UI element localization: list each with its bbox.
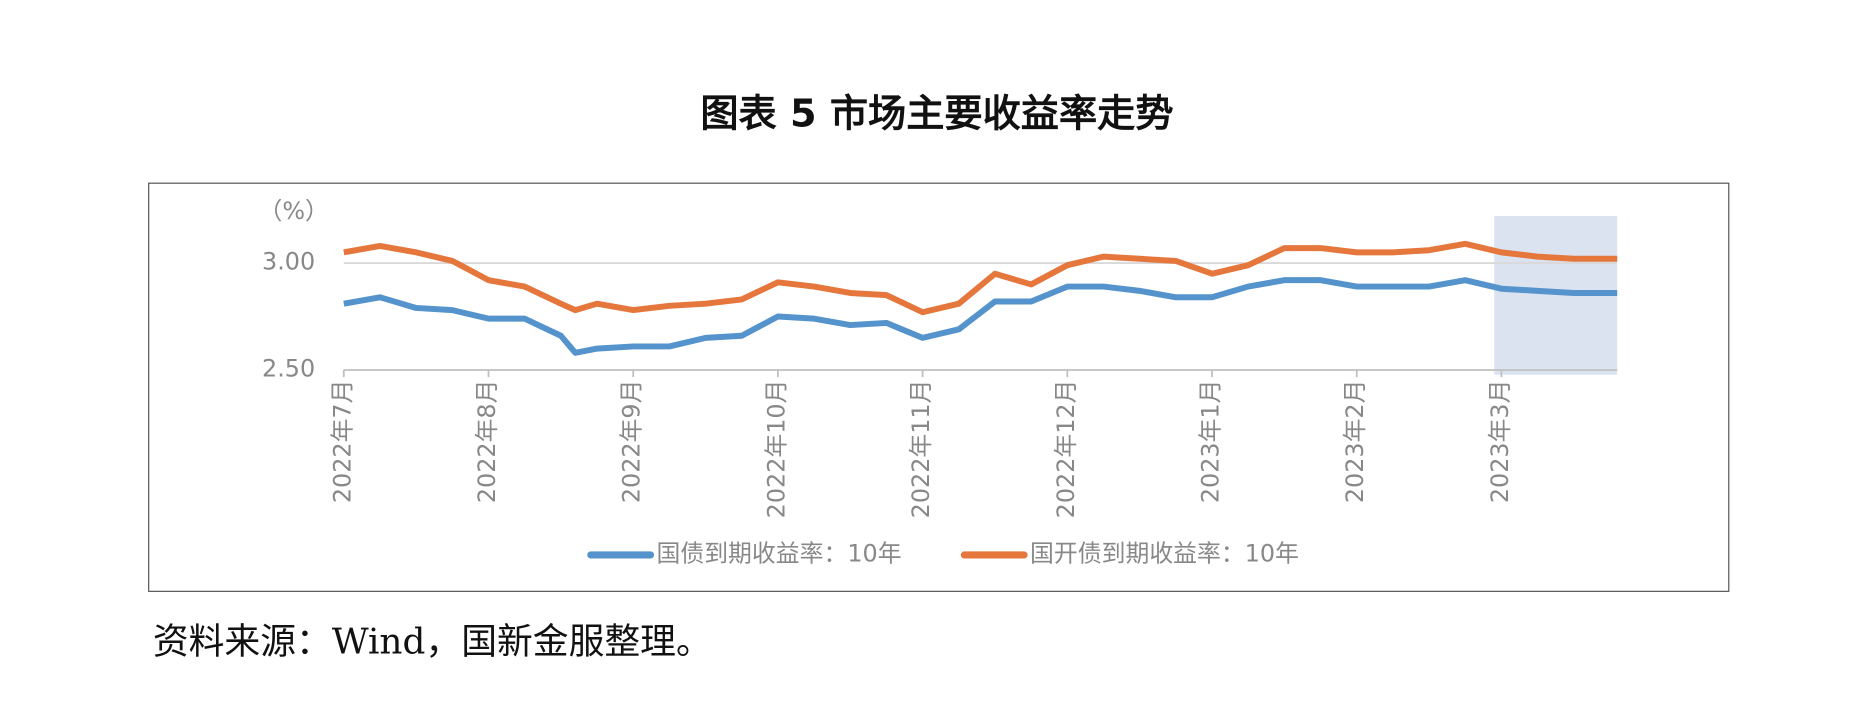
legend-label: 国债到期收益率：10年 (656, 539, 901, 567)
chart-frame (148, 182, 1730, 592)
x-tick-label: 2023年1月 (1197, 380, 1225, 504)
y-axis-label: （%） (258, 197, 328, 225)
legend-label: 国开债到期收益率：10年 (1030, 539, 1299, 567)
x-tick-label: 2023年2月 (1341, 380, 1369, 504)
y-tick-label: 2.50 (262, 354, 315, 382)
x-tick-label: 2022年8月 (473, 380, 501, 504)
x-tick-label: 2022年11月 (907, 380, 935, 519)
x-tick-label: 2022年12月 (1052, 380, 1080, 519)
x-tick-label: 2023年3月 (1486, 380, 1514, 504)
chart-title: 图表 5 市场主要收益率走势 (700, 92, 1173, 136)
series-line (343, 240, 1618, 316)
x-tick-label: 2022年9月 (618, 380, 646, 504)
source-note: 资料来源：Wind，国新金服整理。 (153, 621, 712, 662)
y-tick-label: 3.00 (262, 248, 315, 276)
series-line (343, 277, 1618, 356)
x-tick-label: 2022年10月 (762, 380, 790, 519)
x-tick-label: 2022年7月 (328, 380, 356, 504)
